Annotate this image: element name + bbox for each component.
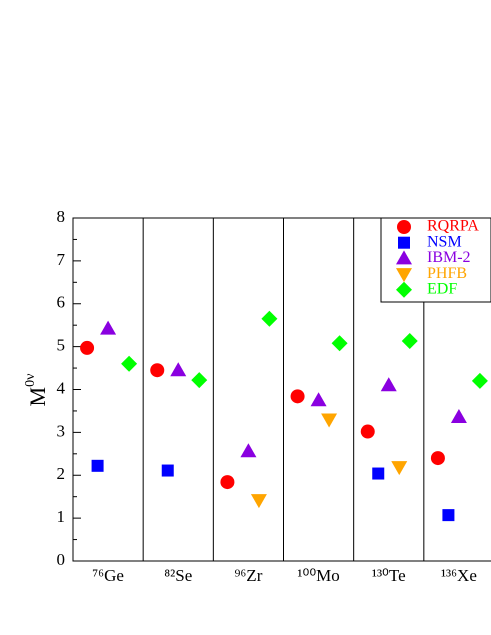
legend-marker: [396, 281, 412, 298]
legend-label: NSM: [427, 233, 462, 250]
x-tick-label: ⁹⁶Zr: [234, 566, 262, 585]
x-tick-label: ⁷⁶Ge: [92, 566, 124, 585]
legend-label: IBM-2: [427, 249, 471, 266]
y-tick-label: 0: [57, 550, 66, 569]
data-point: [401, 333, 418, 350]
data-point: [391, 461, 408, 476]
y-label-sup: 0ν: [23, 374, 38, 387]
data-point: [170, 362, 187, 377]
legend-marker: [396, 250, 412, 265]
data-point: [380, 377, 397, 392]
data-point: [191, 372, 208, 389]
data-point: [331, 335, 348, 352]
x-tick-label: ¹⁰⁰Mo: [297, 566, 339, 585]
y-axis-label: M0ν: [23, 374, 50, 407]
y-tick-label: 5: [57, 336, 66, 355]
legend-marker: [398, 236, 410, 249]
data-point: [450, 408, 467, 423]
data-point: [100, 320, 117, 335]
legend-marker: [396, 268, 412, 283]
legend-label: RQRPA: [427, 218, 479, 235]
x-tick-label: ⁸²Se: [164, 566, 192, 585]
data-point: [310, 392, 327, 407]
y-tick-label: 1: [57, 507, 66, 526]
x-tick-label: ¹³⁰Te: [372, 566, 406, 585]
y-tick-label: 3: [57, 421, 66, 440]
y-tick-label: 7: [57, 250, 66, 269]
data-point: [471, 372, 488, 389]
data-point: [321, 413, 338, 428]
data-point: [360, 424, 375, 439]
data-point: [442, 509, 455, 522]
legend-marker: [397, 220, 411, 234]
data-point: [430, 451, 445, 466]
data-point: [220, 475, 235, 490]
y-tick-label: 6: [57, 293, 66, 312]
data-point: [240, 443, 257, 458]
data-point: [290, 389, 305, 404]
x-tick-label: ¹³⁶Xe: [441, 566, 477, 585]
legend-label: PHFB: [427, 265, 467, 282]
data-point: [250, 494, 267, 509]
y-tick-label: 8: [57, 207, 66, 226]
data-point: [150, 363, 165, 378]
y-tick-label: 4: [57, 378, 66, 397]
data-point: [121, 355, 138, 372]
legend-label: EDF: [427, 280, 457, 297]
data-point: [91, 459, 104, 472]
data-point: [161, 464, 174, 477]
data-point: [80, 340, 95, 355]
y-label-main: M: [25, 387, 50, 407]
y-tick-label: 2: [57, 464, 66, 483]
data-point: [261, 310, 278, 327]
data-point: [372, 467, 385, 480]
